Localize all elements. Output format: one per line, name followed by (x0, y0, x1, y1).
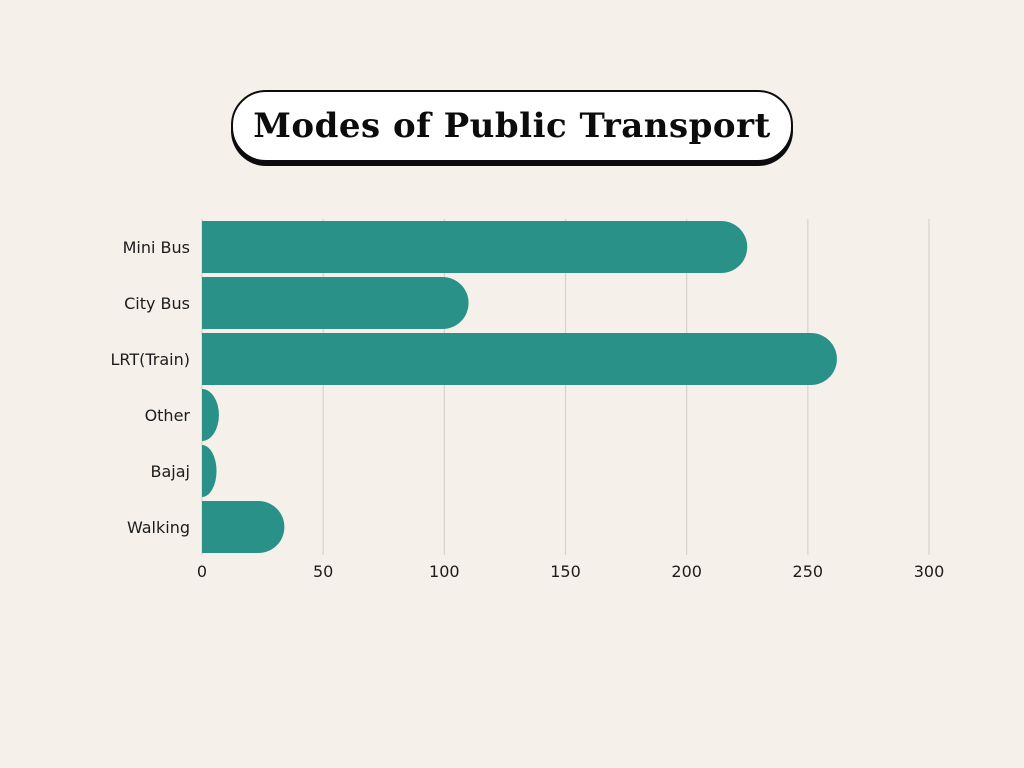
x-tick-label: 300 (914, 562, 945, 581)
chart-title: Modes of Public Transport (253, 106, 771, 146)
bar-bajaj (202, 445, 217, 497)
category-label: Mini Bus (123, 238, 190, 257)
bar-other (202, 389, 219, 441)
bars (202, 221, 837, 553)
category-label: City Bus (124, 294, 190, 313)
x-tick-label: 150 (550, 562, 581, 581)
bar-lrt-train (202, 333, 837, 385)
category-label: Walking (127, 518, 190, 537)
category-labels: Mini Bus City Bus LRT(Train) Other Bajaj Walk… (110, 238, 190, 537)
category-label: LRT(Train) (110, 350, 190, 369)
bar-mini-bus (202, 221, 748, 273)
bar-walking (202, 501, 285, 553)
chart-title-pill: Modes of Public Transport (231, 90, 793, 162)
chart-title-badge: Modes of Public Transport (231, 90, 793, 166)
category-label: Other (145, 406, 191, 425)
grid-lines (201, 219, 930, 555)
x-axis-ticks: 0 50 100 150 200 250 300 (197, 562, 944, 581)
x-tick-label: 200 (671, 562, 702, 581)
x-tick-label: 100 (429, 562, 460, 581)
x-tick-label: 50 (313, 562, 333, 581)
category-label: Bajaj (151, 462, 190, 481)
bar-city-bus (202, 277, 469, 329)
x-tick-label: 0 (197, 562, 207, 581)
x-tick-label: 250 (793, 562, 824, 581)
